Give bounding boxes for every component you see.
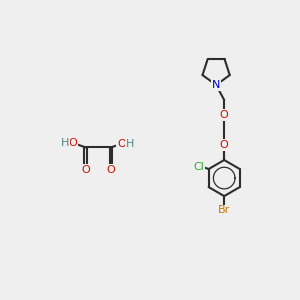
Text: H: H [61, 138, 69, 148]
Text: O: O [220, 140, 229, 150]
Text: H: H [126, 139, 134, 149]
Text: Cl: Cl [194, 162, 205, 172]
Text: O: O [220, 110, 229, 120]
Text: Br: Br [218, 206, 230, 215]
Text: O: O [81, 165, 90, 175]
Text: N: N [212, 80, 220, 90]
Text: O: O [106, 165, 116, 175]
Text: O: O [69, 138, 77, 148]
Text: O: O [117, 139, 126, 149]
